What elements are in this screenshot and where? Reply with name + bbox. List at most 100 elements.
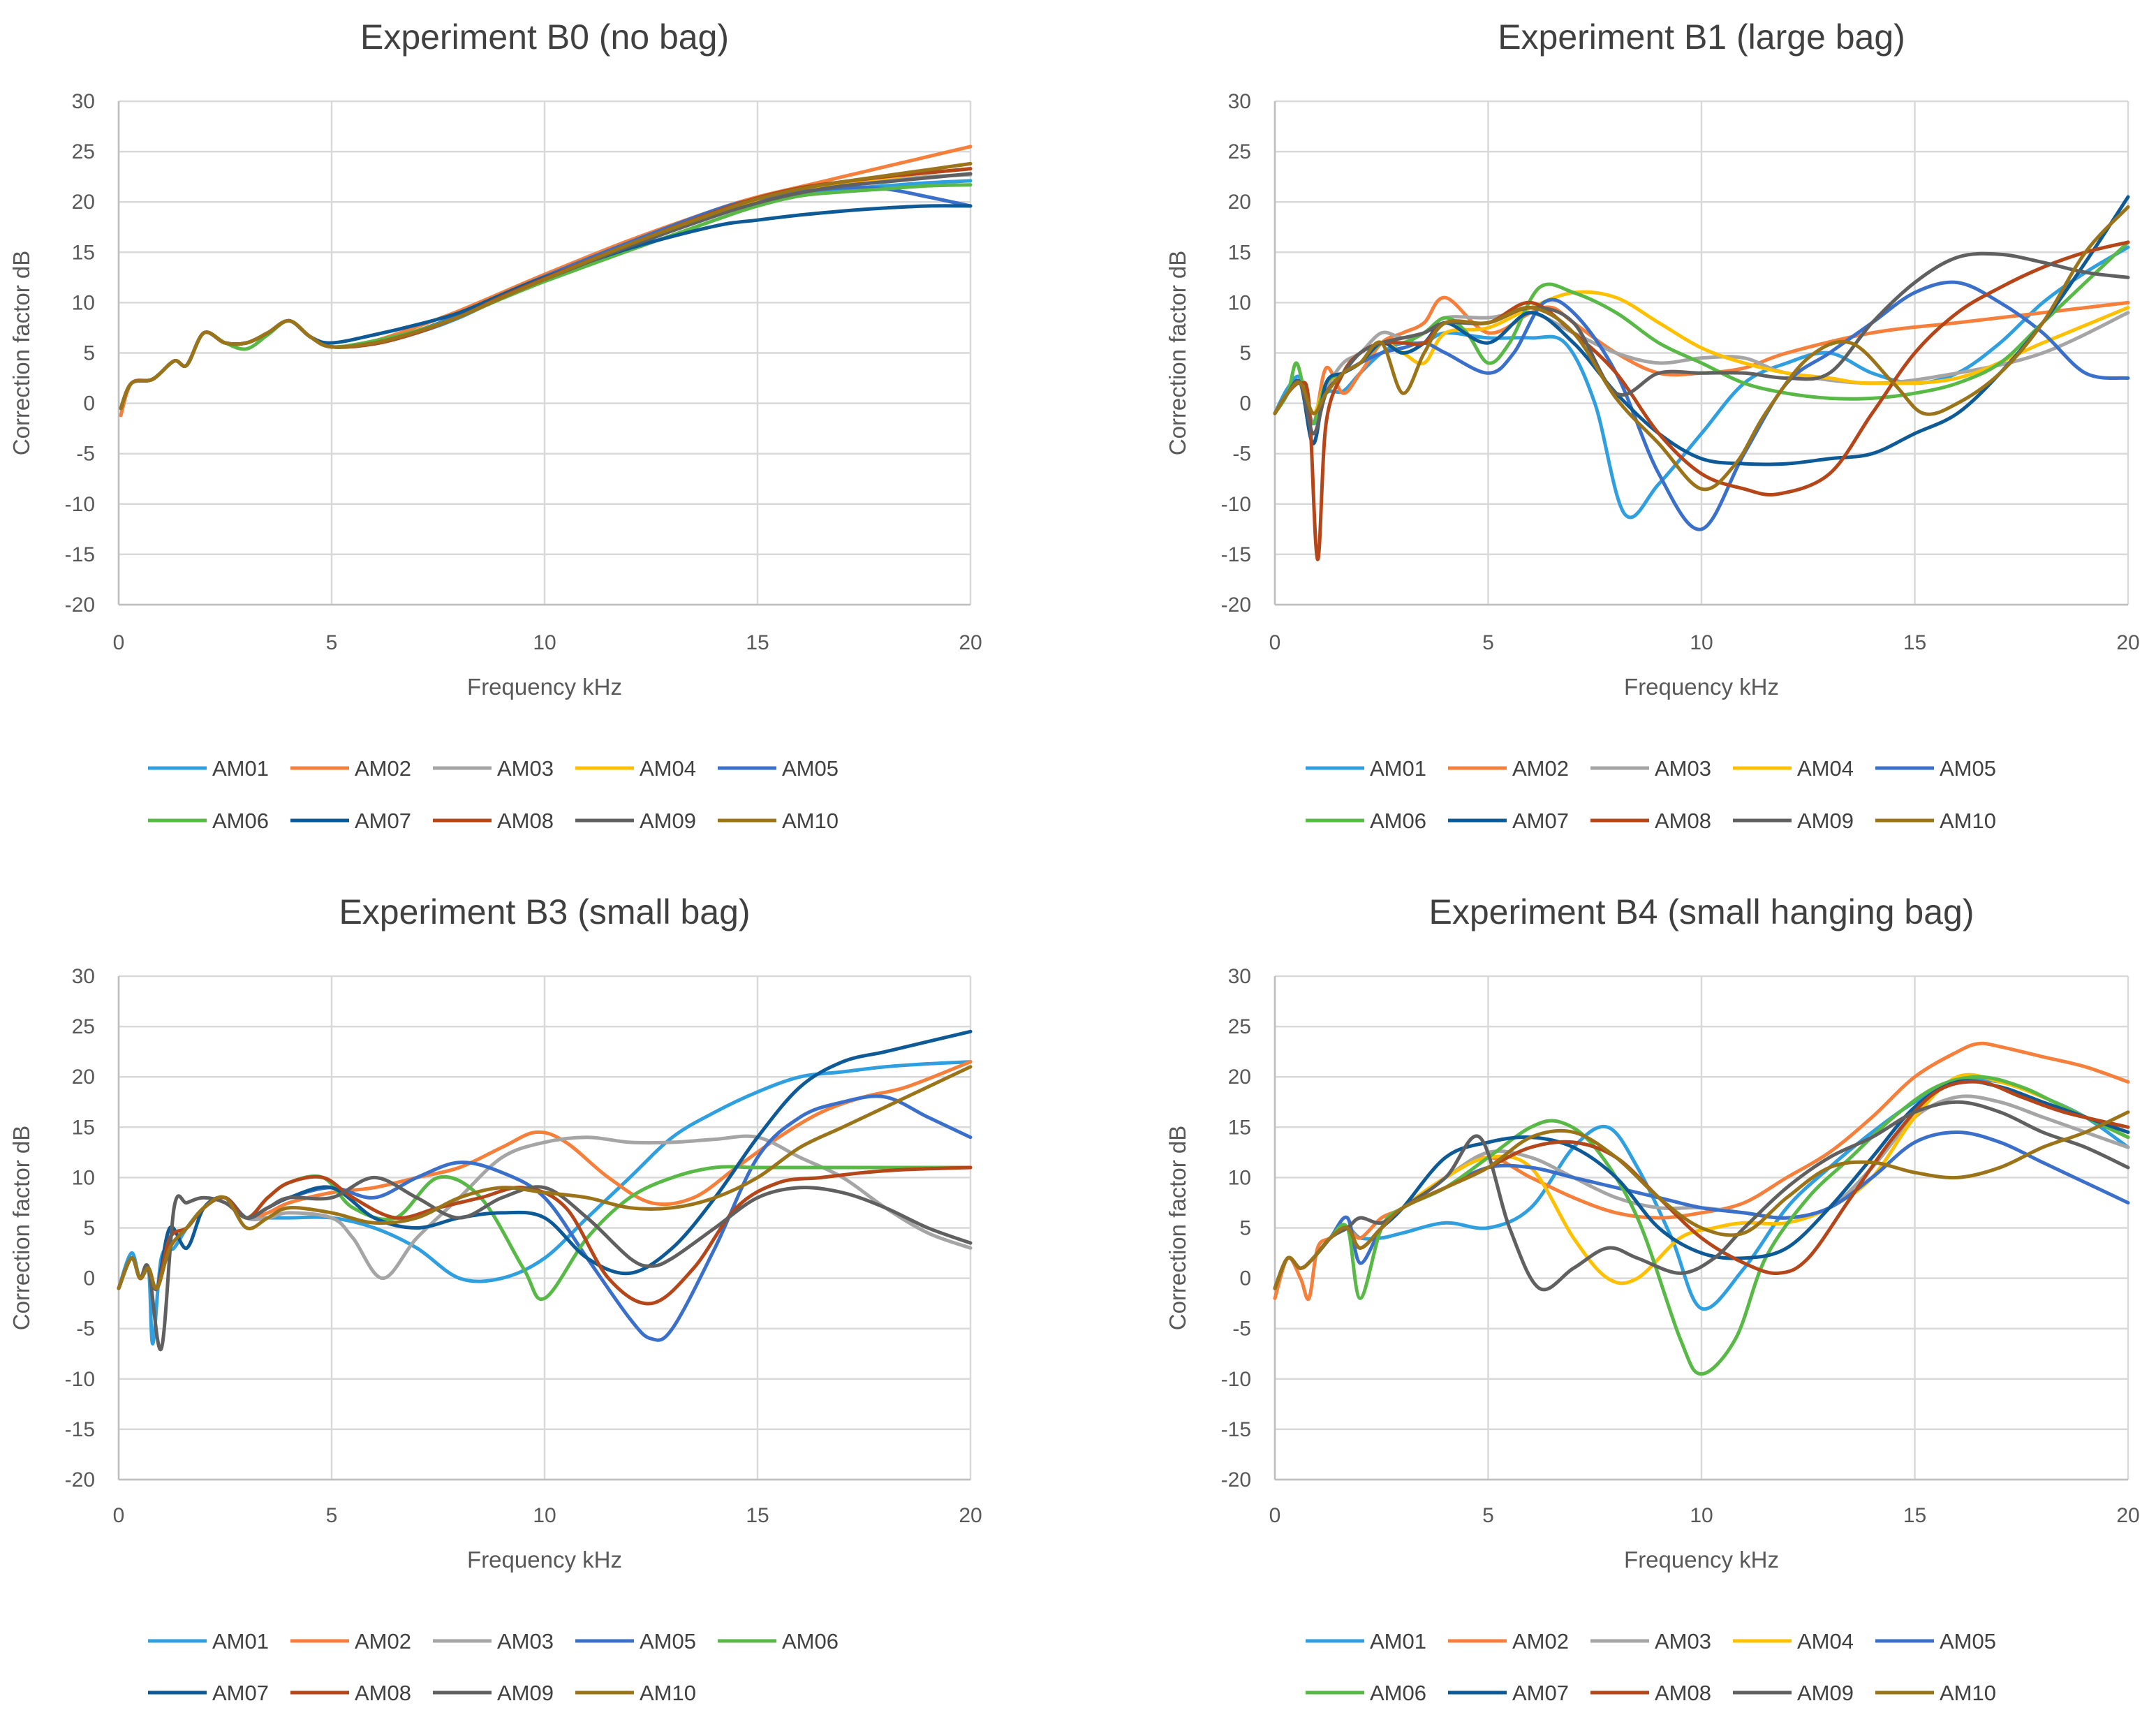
legend-label-am10: AM10 [1940,1681,1996,1705]
legend-label-am02: AM02 [1512,756,1569,781]
x-axis-label: Frequency kHz [467,1547,622,1572]
legend-label-am03: AM03 [497,1629,554,1653]
legend-label-am02: AM02 [355,1629,411,1653]
series-line-am08 [119,167,973,411]
legend-label-am10: AM10 [1940,809,1996,833]
legend-label-am04: AM04 [1797,756,1854,781]
legend-label-am05: AM05 [782,756,839,781]
x-axis-label: Frequency kHz [1624,674,1779,700]
series-line-am05 [119,186,973,411]
series-line-am07 [119,204,973,411]
y-tick-label: 25 [72,140,95,163]
series-line-am07 [1273,195,2130,466]
legend: AM01 AM02 AM03 AM04 AM05 AM06 AM07 AM08 AM09 AM10 [1306,1629,1996,1705]
y-tick-label: -10 [65,493,95,516]
series-group [117,1029,973,1352]
legend-label-am07: AM07 [212,1681,269,1705]
y-tick-label: 25 [1228,1015,1251,1038]
legend-label-am03: AM03 [1655,756,1711,781]
legend: AM01 AM02 AM03 AM04 AM05 AM06 AM07 AM08 AM09 AM10 [148,756,839,833]
y-tick-label: 10 [72,1166,95,1189]
y-tick-label: -5 [1232,1318,1251,1341]
y-tick-label: 20 [72,191,95,214]
x-tick-label: 0 [1269,631,1281,654]
legend: AM01 AM02 AM03 AM05 AM06 AM07 AM08 AM09 AM10 [148,1629,839,1705]
y-tick-label: -15 [65,1418,95,1441]
y-tick-label: 0 [83,1267,95,1290]
y-tick-label: 5 [83,342,95,365]
y-tick-label: 10 [1228,1166,1251,1189]
x-tick-label: 10 [533,1504,556,1527]
series-line-am04 [119,167,973,411]
x-tick-label: 10 [1690,1504,1713,1527]
x-tick-label: 15 [1903,631,1926,654]
legend-label-am01: AM01 [212,756,269,781]
x-tick-label: 10 [533,631,556,654]
chart-title: Experiment B0 (no bag) [360,17,729,57]
legend: AM01 AM02 AM03 AM04 AM05 AM06 AM07 AM08 AM09 AM10 [1306,756,1996,833]
y-axis-label: Correction factor dB [8,251,34,455]
y-tick-label: 15 [72,1116,95,1139]
legend-label-am03: AM03 [1655,1629,1711,1653]
legend-label-am09: AM09 [497,1681,554,1705]
y-axis-label: Correction factor dB [1165,251,1190,455]
y-tick-label: 25 [1228,140,1251,163]
series-line-am07 [117,1029,973,1292]
series-line-am10 [1273,205,2130,492]
y-tick-label: 15 [1228,1116,1251,1139]
legend-label-am09: AM09 [640,809,696,833]
y-tick-label: 0 [1239,392,1251,415]
legend-label-am04: AM04 [640,756,696,781]
series-line-am02 [1273,1041,2130,1302]
y-tick-label: 20 [1228,1066,1251,1089]
x-tick-label: 20 [959,1504,982,1527]
legend-label-am10: AM10 [782,809,839,833]
y-tick-label: -15 [1221,543,1251,566]
y-tick-label: -10 [65,1368,95,1391]
x-tick-label: 5 [326,1504,338,1527]
chart-title: Experiment B3 (small bag) [339,892,750,931]
y-tick-label: -20 [1221,594,1251,617]
y-tick-label: 30 [1228,965,1251,988]
y-tick-label: -5 [76,443,95,466]
legend-label-am07: AM07 [1512,809,1569,833]
legend-label-am09: AM09 [1797,809,1854,833]
y-tick-label: -20 [1221,1468,1251,1491]
x-axis-label: Frequency kHz [1624,1547,1779,1572]
series-line-am10 [119,161,973,411]
legend-label-am02: AM02 [355,756,411,781]
series-line-am09 [117,1175,973,1352]
chart-panel-3: Experiment B3 (small bag) -20 -15 -10 -5 0 5 10… [8,892,982,1705]
series-line-am10 [117,1065,973,1290]
legend-label-am07: AM07 [355,809,411,833]
x-tick-label: 5 [1482,631,1494,654]
series-line-am10 [1273,1110,2130,1290]
x-tick-label: 15 [746,1504,769,1527]
x-tick-label: 20 [2116,631,2139,654]
x-tick-label: 10 [1690,631,1713,654]
legend-label-am10: AM10 [640,1681,696,1705]
y-tick-label: 5 [1239,342,1251,365]
chart-panel-2: Experiment B1 (large bag) -20 -15 -10 -5 0 5 10… [1165,17,2140,833]
y-tick-label: 30 [1228,90,1251,113]
legend-label-am05: AM05 [1940,756,1996,781]
legend-label-am05: AM05 [640,1629,696,1653]
chart-panel-4: Experiment B4 (small hanging bag) -20 -15 -… [1165,892,2140,1705]
series-line-am06 [119,183,973,411]
x-tick-label: 5 [326,631,338,654]
legend-label-am06: AM06 [1370,809,1426,833]
series-line-am08 [117,1165,973,1306]
x-tick-label: 15 [1903,1504,1926,1527]
y-tick-label: 20 [72,1066,95,1089]
series-group [119,145,973,418]
y-tick-label: 15 [72,241,95,264]
y-tick-label: -5 [1232,443,1251,466]
chart-title: Experiment B1 (large bag) [1498,17,1905,57]
legend-label-am01: AM01 [1370,756,1426,781]
y-tick-label: 5 [1239,1217,1251,1240]
series-line-am09 [119,172,973,411]
legend-label-am07: AM07 [1512,1681,1569,1705]
y-axis-label: Correction factor dB [1165,1126,1190,1330]
y-tick-label: 20 [1228,191,1251,214]
